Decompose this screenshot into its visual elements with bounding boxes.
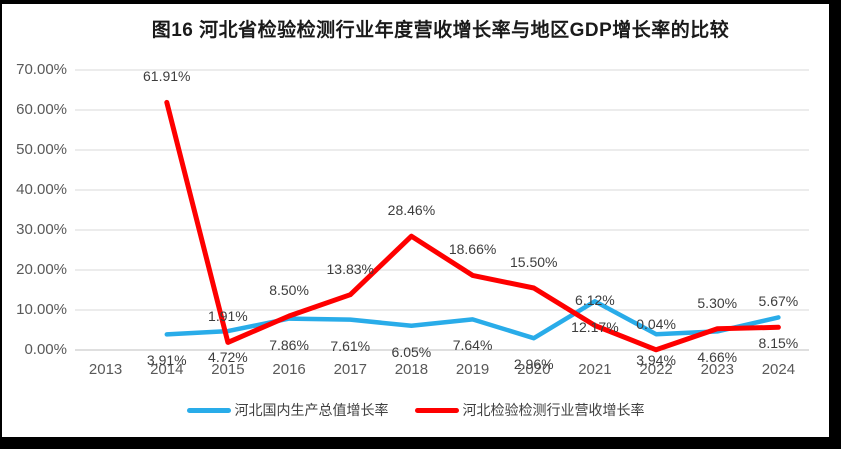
legend-item-gdp: 河北国内生产总值增长率 bbox=[186, 400, 389, 420]
x-tick-label: 2018 bbox=[394, 361, 429, 378]
data-label: 6.12% bbox=[575, 291, 615, 308]
legend-swatch-gdp bbox=[186, 407, 231, 413]
data-label: 7.64% bbox=[452, 337, 493, 354]
chart-title: 图16 河北省检验检测行业年度营收增长率与地区GDP增长率的比较 bbox=[151, 20, 730, 41]
data-label: 8.15% bbox=[758, 335, 799, 352]
x-tick-label: 2023 bbox=[700, 361, 734, 378]
data-label: 6.05% bbox=[391, 343, 432, 360]
x-tick-label: 2015 bbox=[211, 361, 245, 378]
x-tick-label: 2024 bbox=[761, 361, 796, 378]
y-tick-label: 10.00% bbox=[16, 301, 67, 318]
x-tick-label: 2022 bbox=[639, 361, 673, 378]
x-tick-label: 2013 bbox=[88, 361, 123, 378]
data-label: 8.50% bbox=[269, 282, 309, 298]
x-tick-label: 2021 bbox=[578, 361, 612, 378]
y-tick-label: 70.00% bbox=[16, 61, 67, 78]
data-label: 61.91% bbox=[143, 68, 191, 85]
data-label: 3.94% bbox=[636, 352, 676, 369]
x-tick-label: 2014 bbox=[150, 361, 184, 378]
legend-label-revenue: 河北检验检测行业营收增长率 bbox=[462, 402, 645, 418]
data-label: 3.91% bbox=[146, 352, 187, 369]
data-label: 12.17% bbox=[571, 319, 619, 336]
x-tick-label: 2017 bbox=[333, 361, 367, 378]
data-label: 18.66% bbox=[448, 241, 497, 258]
data-label: 13.83% bbox=[326, 260, 374, 277]
data-label: 7.86% bbox=[269, 336, 309, 353]
y-tick-label: 0.00% bbox=[24, 341, 67, 358]
x-tick-label: 2019 bbox=[455, 361, 490, 378]
y-tick-label: 30.00% bbox=[16, 221, 67, 238]
legend: 河北国内生产总值增长率 河北检验检测行业营收增长率 bbox=[2, 400, 829, 420]
data-label: 5.67% bbox=[758, 293, 799, 310]
x-tick-label: 2020 bbox=[517, 361, 551, 378]
data-label: 2.96% bbox=[513, 356, 554, 373]
data-label: 0.04% bbox=[636, 315, 676, 332]
data-label: 1.91% bbox=[208, 308, 248, 325]
series-line-1 bbox=[164, 99, 781, 353]
data-label: 4.72% bbox=[208, 349, 248, 366]
data-label: 15.50% bbox=[510, 254, 558, 270]
data-label: 5.30% bbox=[697, 294, 738, 311]
legend-label-gdp: 河北国内生产总值增长率 bbox=[234, 402, 389, 418]
y-tick-label: 50.00% bbox=[16, 141, 67, 158]
y-tick-label: 40.00% bbox=[16, 181, 67, 198]
plot-area bbox=[75, 69, 809, 353]
x-tick-label: 2016 bbox=[272, 361, 306, 378]
data-label: 7.61% bbox=[330, 337, 371, 354]
y-tick-label: 60.00% bbox=[16, 101, 67, 118]
y-tick-label: 20.00% bbox=[16, 261, 67, 278]
data-label: 28.46% bbox=[387, 202, 436, 219]
chart-frame: 图16 河北省检验检测行业年度营收增长率与地区GDP增长率的比较 0.00% 10… bbox=[2, 4, 829, 437]
legend-swatch-revenue bbox=[414, 407, 459, 413]
legend-item-revenue: 河北检验检测行业营收增长率 bbox=[414, 400, 645, 420]
data-label: 4.66% bbox=[697, 349, 738, 366]
